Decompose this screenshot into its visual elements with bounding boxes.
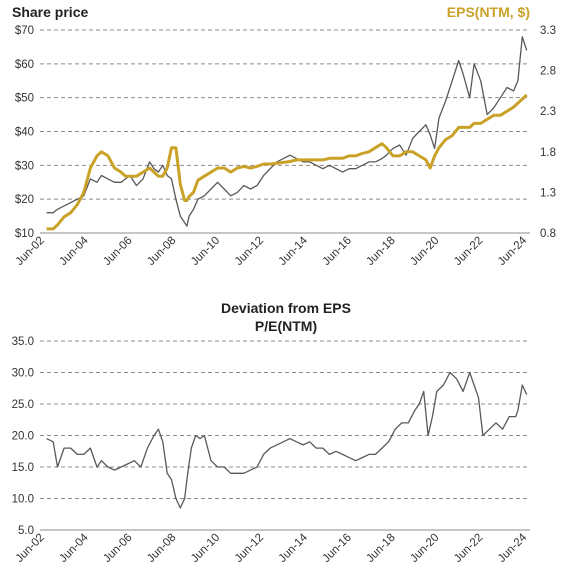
x-tick-label: Jun-12: [233, 532, 266, 565]
y2-tick-label: 1.8: [540, 147, 556, 159]
y-tick-label: 25.0: [12, 399, 34, 411]
x-tick-label: Jun-22: [452, 235, 485, 268]
price-series-line: [46, 371, 528, 509]
x-tick-label: Jun-24: [496, 531, 530, 565]
x-tick-label: Jun-20: [408, 235, 441, 268]
y-tick-label: 5.0: [18, 525, 34, 537]
y-tick-label: $70: [15, 25, 34, 37]
y-tick-label: $20: [15, 194, 34, 206]
chart-title: Share price: [12, 4, 88, 20]
x-tick-label: Jun-04: [57, 531, 91, 565]
chart-subtitle: P/E(NTM): [255, 318, 317, 334]
eps-series-line: [46, 93, 528, 231]
chart-title: Deviation from EPS: [221, 300, 351, 316]
x-tick-label: Jun-16: [321, 532, 354, 565]
y-tick-label: $30: [15, 160, 34, 172]
y-tick-label: $50: [15, 93, 34, 105]
x-tick-label: Jun-18: [364, 532, 397, 565]
series-group: [46, 36, 528, 231]
y2-tick-label: 2.8: [540, 66, 556, 78]
x-axis-ticks: Jun-02 Jun-04 Jun-06 Jun-08 Jun-10 Jun-12 Jun-…: [14, 234, 530, 268]
y-tick-label: $10: [15, 228, 34, 240]
y-tick-label: 10.0: [12, 494, 34, 506]
x-tick-label: Jun-06: [101, 235, 134, 268]
x-tick-label: Jun-04: [57, 234, 91, 268]
y2-tick-label: 3.3: [540, 25, 556, 37]
x-tick-label: Jun-22: [452, 532, 485, 565]
x-tick-label: Jun-06: [101, 532, 134, 565]
x-tick-label: Jun-08: [145, 235, 178, 268]
y-axis-ticks: 5.0 10.0 15.0 20.0 25.0 30.0 35.0: [12, 336, 34, 537]
gridlines: [40, 29, 530, 234]
share-price-chart: Share price EPS(NTM, $) $10$20$30$40$50$…: [12, 4, 556, 268]
secondary-y-axis-ticks: 0.8 1.3 1.8 2.3 2.8 3.3: [540, 25, 556, 240]
y-tick-label: $40: [15, 127, 34, 139]
x-tick-label: Jun-12: [233, 235, 266, 268]
y-tick-label: 20.0: [12, 431, 34, 443]
y-tick-label: $60: [15, 59, 34, 71]
x-tick-label: Jun-08: [145, 532, 178, 565]
y-tick-label: 30.0: [12, 368, 34, 380]
x-tick-label: Jun-16: [321, 235, 354, 268]
series-group: [46, 371, 528, 509]
y2-tick-label: 2.3: [540, 106, 556, 118]
gridlines: [40, 340, 530, 531]
x-tick-label: Jun-14: [277, 234, 311, 268]
y2-tick-label: 0.8: [540, 228, 556, 240]
y-tick-label: 15.0: [12, 462, 34, 474]
x-tick-label: Jun-18: [364, 235, 397, 268]
x-tick-label: Jun-24: [496, 234, 530, 268]
deviation-pe-chart: Deviation from EPS P/E(NTM) 5.0 10.0 15.0 2…: [12, 300, 530, 565]
secondary-axis-title: EPS(NTM, $): [447, 4, 530, 20]
x-axis-ticks: Jun-02 Jun-04 Jun-06 Jun-08 Jun-10 Jun-12 Jun-…: [14, 531, 530, 565]
y-tick-label: 35.0: [12, 336, 34, 348]
x-tick-label: Jun-10: [189, 532, 222, 565]
x-tick-label: Jun-14: [277, 531, 311, 565]
y2-tick-label: 1.3: [540, 187, 556, 199]
x-tick-label: Jun-10: [189, 235, 222, 268]
y-axis-ticks: $10 $20 $30 $40 $50 $60 $70: [15, 25, 34, 240]
x-tick-label: Jun-20: [408, 532, 441, 565]
